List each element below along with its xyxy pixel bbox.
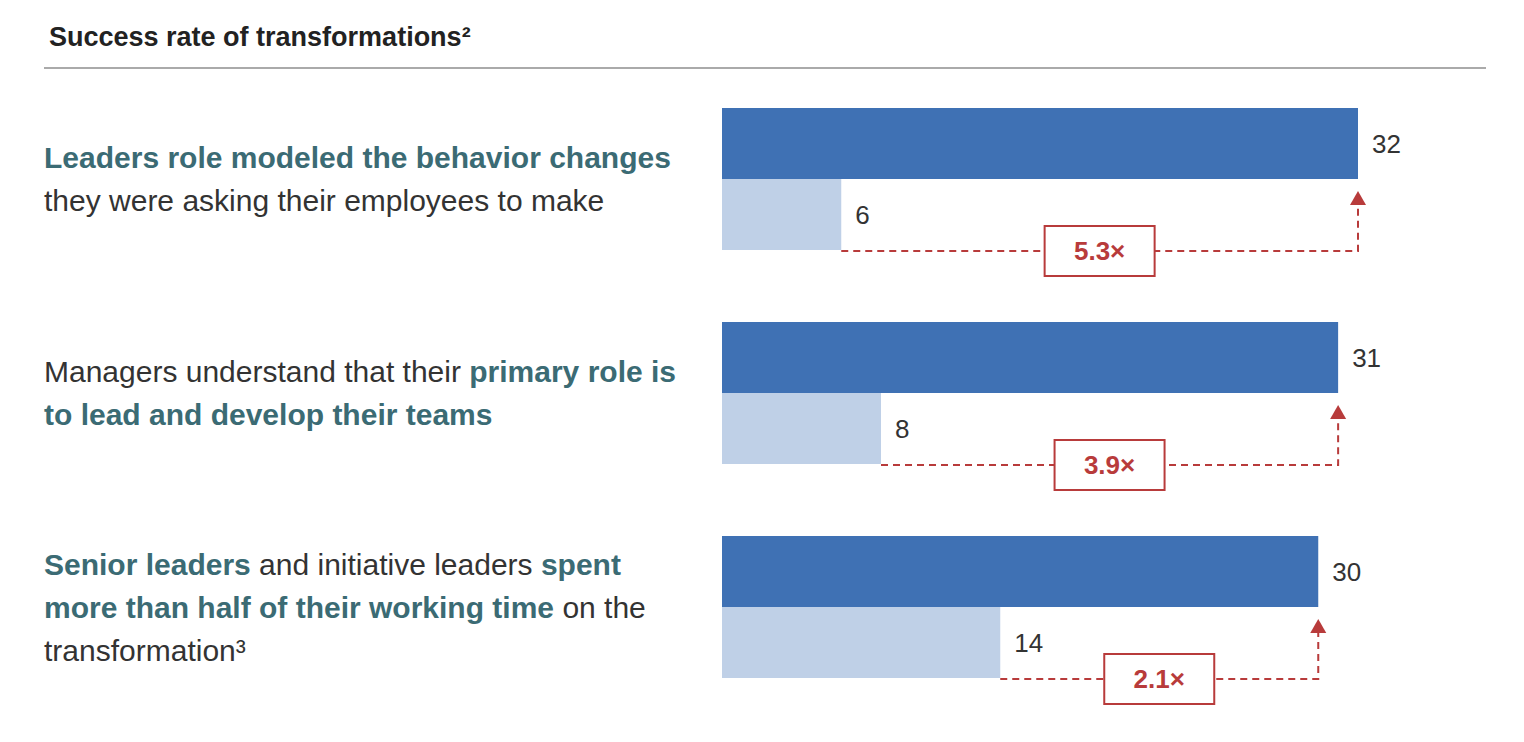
svg-text:transformation³: transformation³ [44, 634, 246, 667]
svg-text:they: they [44, 184, 109, 217]
svg-text:the: the [604, 591, 646, 624]
svg-text:leaders: leaders [434, 548, 541, 581]
svg-text:time: time [492, 591, 562, 624]
svg-text:modeled: modeled [231, 141, 363, 174]
svg-text:role: role [588, 355, 651, 388]
svg-text:Success rate of transformation: Success rate of transformations² [49, 22, 471, 52]
svg-text:leaders: leaders [146, 548, 259, 581]
svg-text:32: 32 [1372, 129, 1401, 159]
svg-text:6: 6 [855, 200, 869, 230]
svg-text:the: the [362, 141, 415, 174]
svg-text:31: 31 [1352, 343, 1381, 373]
svg-text:and: and [259, 548, 317, 581]
svg-text:of: of [259, 591, 296, 624]
svg-text:understand: understand [186, 355, 344, 388]
svg-text:and: and [149, 398, 211, 431]
svg-text:that: that [344, 355, 402, 388]
svg-text:lead: lead [81, 398, 149, 431]
svg-text:teams: teams [406, 398, 493, 431]
svg-text:behavior: behavior [416, 141, 549, 174]
svg-text:Senior: Senior [44, 548, 146, 581]
svg-text:30: 30 [1332, 557, 1361, 587]
svg-text:primary: primary [469, 355, 587, 388]
svg-text:Managers: Managers [44, 355, 186, 388]
svg-text:more: more [44, 591, 126, 624]
svg-text:spent: spent [541, 548, 621, 581]
svg-text:is: is [651, 355, 676, 388]
svg-text:changes: changes [549, 141, 671, 174]
svg-text:3.9×: 3.9× [1084, 450, 1135, 480]
svg-text:than: than [126, 591, 198, 624]
svg-text:14: 14 [1014, 628, 1043, 658]
svg-text:initiative: initiative [317, 548, 434, 581]
svg-text:employees: employees [344, 184, 497, 217]
svg-text:develop: develop [211, 398, 333, 431]
svg-text:asking: asking [182, 184, 277, 217]
svg-text:5.3×: 5.3× [1074, 236, 1125, 266]
svg-text:to: to [44, 398, 81, 431]
svg-text:make: make [531, 184, 604, 217]
svg-text:to: to [498, 184, 531, 217]
svg-text:their: their [403, 355, 470, 388]
svg-text:on: on [562, 591, 604, 624]
svg-text:Leaders: Leaders [44, 141, 167, 174]
svg-text:half: half [197, 591, 259, 624]
svg-text:their: their [296, 591, 369, 624]
svg-text:8: 8 [895, 414, 909, 444]
svg-text:2.1×: 2.1× [1134, 664, 1185, 694]
svg-text:their: their [277, 184, 344, 217]
svg-text:their: their [332, 398, 405, 431]
svg-text:role: role [167, 141, 230, 174]
svg-text:were: were [108, 184, 182, 217]
svg-text:working: working [368, 591, 492, 624]
